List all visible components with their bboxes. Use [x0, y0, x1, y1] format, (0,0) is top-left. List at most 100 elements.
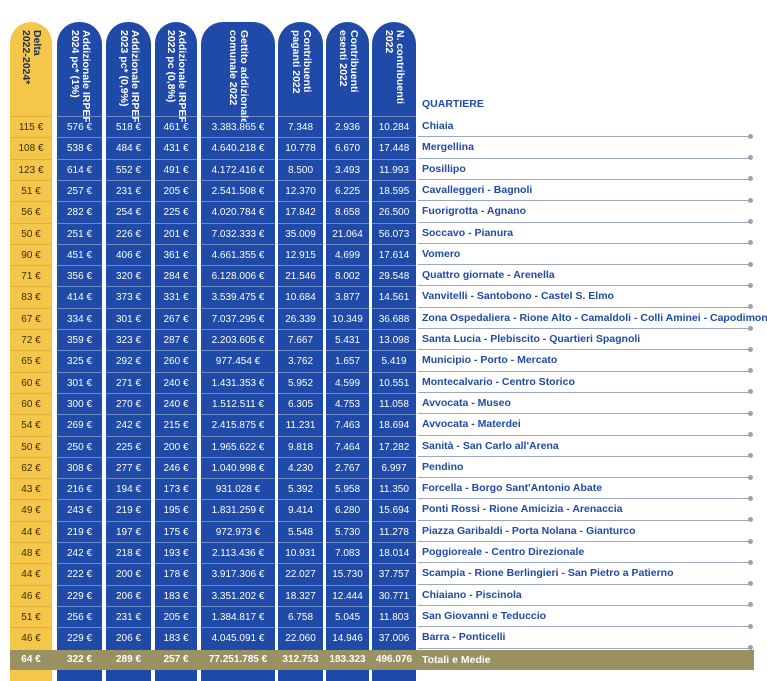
table-cell: 219 € [106, 499, 151, 520]
table-cell: 323 € [106, 329, 151, 350]
table-cell: 71 € [10, 265, 52, 286]
column-header-label: Addizionale IRPEF 2024 pc* (1%) [68, 30, 92, 122]
table-cell: 218 € [106, 542, 151, 563]
table-cell: 331 € [155, 286, 197, 307]
quartiere-name: Vanvitelli - Santobono - Castel S. Elmo [422, 290, 614, 303]
table-cell: 300 € [57, 392, 102, 414]
row-divider [418, 626, 750, 628]
table-cell: 277 € [106, 456, 151, 478]
table-cell: 216 € [57, 478, 102, 499]
table-cell: 292 € [106, 350, 151, 371]
table-cell: 48 € [10, 542, 52, 563]
row-divider [418, 264, 750, 266]
table-cell: 205 € [155, 605, 197, 627]
table-cell: 225 € [155, 201, 197, 222]
table-cell: 308 € [57, 456, 102, 478]
quartiere-name: Soccavo - Pianura [422, 226, 514, 239]
table-cell: 4.172.416 € [201, 158, 275, 180]
table-cell: 21.546 [278, 265, 323, 286]
table-cell: 200 € [155, 435, 197, 457]
table-cell: 29.548 [372, 265, 416, 286]
table-cell: 4.661.355 € [201, 243, 275, 265]
table-cell: 15.694 [372, 499, 416, 520]
totals-cell: 496.076 [375, 654, 413, 665]
table-cell: 284 € [155, 265, 197, 286]
table-cell: 6.280 [326, 499, 369, 520]
column-i24: Addizionale IRPEF 2024 pc* (1%) 576 €538 … [57, 22, 102, 681]
row-divider [418, 604, 750, 606]
table-cell: 614 € [57, 158, 102, 180]
table-cell: 17.614 [372, 243, 416, 265]
table-cell: 246 € [155, 456, 197, 478]
table-cell: 2.936 [326, 116, 369, 137]
column-header-label: Delta 2022-2024* [20, 30, 43, 85]
table-cell: 197 € [106, 520, 151, 542]
table-cell: 17.282 [372, 435, 416, 457]
quartiere-name: Piazza Garibaldi - Porta Nolana - Giantu… [422, 524, 636, 537]
row-dot-marker [748, 304, 753, 310]
row-dot-marker [748, 368, 753, 374]
table-cell: 451 € [57, 243, 102, 265]
totals-row: 64 € 322 € 289 € 257 € 77.251.785 € 312.753 18… [10, 650, 754, 670]
table-cell: 4.599 [326, 371, 369, 393]
table-cell: 3.917.306 € [201, 563, 275, 584]
totals-cell: 77.251.785 € [208, 654, 268, 665]
table-cell: 4.020.784 € [201, 201, 275, 222]
table-cell: 205 € [155, 179, 197, 201]
table-cell: 90 € [10, 243, 52, 265]
table-cell: 46 € [10, 584, 52, 606]
table-cell: 361 € [155, 243, 197, 265]
table-cell: 301 € [106, 307, 151, 329]
table-cell: 37.757 [372, 563, 416, 584]
table-cell: 1.384.817 € [201, 605, 275, 627]
column-esenti: Contribuenti esenti 2022 2.936 6.670 3.493 6… [326, 22, 369, 681]
table-cell: 123 € [10, 158, 52, 180]
table-cell: 6.225 [326, 179, 369, 201]
column-paganti: Contribuenti paganti 2022 7.348 10.778 8.50… [278, 22, 323, 681]
table-cell: 26.339 [278, 307, 323, 329]
column-i23: Addizionale IRPEF 2023 pc* (0,9%) 518 €48… [106, 22, 151, 681]
row-divider [418, 328, 750, 329]
quartiere-name: Fuorigrotta - Agnano [422, 205, 527, 218]
row-dot-marker [748, 495, 753, 501]
table-cell: 977.454 € [201, 350, 275, 371]
table-cell: 552 € [106, 158, 151, 180]
row-divider [418, 285, 750, 287]
table-cell: 219 € [57, 520, 102, 542]
table-cell: 226 € [106, 222, 151, 244]
table-cell: 5.392 [278, 478, 323, 499]
table-cell: 22.027 [278, 563, 323, 584]
table-cell: 5.952 [278, 371, 323, 393]
table-cell: 6.128.006 € [201, 265, 275, 286]
table-cell: 12.444 [326, 584, 369, 606]
quartiere-header: QUARTIERE [422, 98, 484, 110]
quartiere-name: Zona Ospedaliera - Rione Alto - Camaldol… [422, 311, 767, 324]
row-dot-marker [748, 282, 753, 288]
column-header-label: Gettito addizionale comunale 2022 [227, 30, 250, 122]
table-cell: 13.098 [372, 329, 416, 350]
table-cell: 229 € [57, 584, 102, 606]
row-dot-marker [748, 517, 753, 523]
table-cell: 4.640.218 € [201, 137, 275, 158]
table-cell: 12.370 [278, 179, 323, 201]
row-divider [418, 370, 750, 372]
table-cell: 14.946 [326, 627, 369, 648]
column-header-label: Addizionale IRPEF 2022 pc (0,8%) [165, 30, 188, 122]
table-cell: 44 € [10, 520, 52, 542]
column-header: N. contribuenti 2022 [372, 22, 416, 122]
row-dot-marker [748, 133, 753, 139]
row-divider [418, 647, 750, 649]
table-cell: 356 € [57, 265, 102, 286]
table-cell: 461 € [155, 116, 197, 137]
table-cell: 3.539.475 € [201, 286, 275, 307]
table-cell: 2.113.436 € [201, 542, 275, 563]
table-cell: 414 € [57, 286, 102, 307]
table-cell: 15.730 [326, 563, 369, 584]
table-cell: 320 € [106, 265, 151, 286]
quartiere-name: Santa Lucia - Plebiscito - Quartieri Spa… [422, 333, 641, 345]
column-header-label: Addizionale IRPEF 2023 pc* (0,9%) [117, 30, 141, 122]
table-cell: 10.284 [372, 116, 416, 137]
quartiere-name: Avvocata - Museo [422, 396, 511, 409]
table-cell: 60 € [10, 371, 52, 393]
